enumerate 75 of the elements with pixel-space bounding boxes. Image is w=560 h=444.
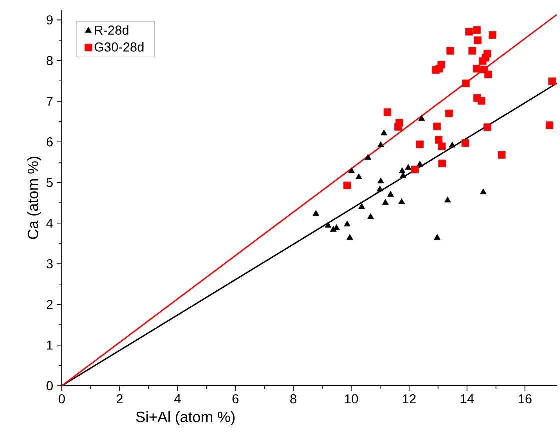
point [473, 26, 481, 34]
y-axis-title: Ca (atom %) [28, 157, 42, 240]
point [416, 140, 424, 148]
point [378, 142, 384, 148]
x-tick-label: 6 [232, 394, 239, 404]
point [358, 203, 366, 210]
point [405, 164, 412, 170]
point [462, 140, 470, 148]
point [484, 124, 492, 132]
point [446, 110, 454, 118]
y-tick-label: 1 [47, 340, 53, 350]
point [438, 160, 446, 168]
point [548, 78, 556, 86]
point [480, 188, 487, 195]
point [488, 31, 497, 39]
point [498, 151, 506, 159]
point [480, 66, 488, 74]
point [378, 178, 384, 184]
point [473, 65, 481, 73]
y-tick-label: 6 [46, 138, 53, 147]
point [344, 182, 352, 190]
point [376, 186, 384, 192]
point [446, 47, 454, 55]
x-tick-label: 14 [461, 394, 474, 404]
point [444, 196, 452, 203]
point [384, 108, 392, 116]
point [346, 234, 354, 240]
y-tick-label: 0 [46, 381, 53, 391]
point [418, 115, 426, 121]
y-tick-label: 8 [46, 56, 53, 66]
point [434, 234, 441, 240]
point [478, 97, 486, 105]
x-tick-label: 0 [58, 394, 66, 404]
point [435, 136, 443, 144]
point [325, 222, 332, 228]
point [474, 36, 482, 44]
point [382, 199, 389, 206]
point [388, 191, 394, 197]
point [400, 172, 407, 178]
point [399, 168, 406, 174]
y-tick-label: 9 [46, 16, 53, 25]
point [482, 54, 490, 62]
y-tick-label: 2 [46, 300, 53, 310]
legend-label: R-28d [95, 25, 129, 35]
point [546, 122, 554, 130]
point [449, 142, 456, 148]
point [380, 130, 388, 136]
y-tick-label: 3 [46, 259, 53, 269]
point [416, 161, 424, 167]
point [436, 65, 444, 73]
y-tick-label: 5 [46, 178, 53, 188]
point [433, 122, 441, 130]
point [411, 166, 419, 174]
point [364, 154, 372, 160]
x-tick-label: 8 [290, 394, 297, 404]
legend-label: G30-28d [94, 42, 144, 52]
x-tick-label: 12 [403, 394, 416, 404]
x-axis-title: Si+Al (atom %) [136, 411, 235, 426]
point [466, 28, 474, 36]
point [398, 198, 406, 204]
point [344, 220, 351, 227]
y-tick-label: 4 [46, 218, 54, 228]
y-tick-label: 7 [46, 97, 53, 106]
point [462, 80, 470, 88]
point [348, 168, 356, 174]
point [468, 47, 476, 55]
x-tick-label: 2 [116, 394, 123, 404]
x-tick-label: 4 [174, 394, 182, 404]
point [368, 214, 374, 220]
point [394, 123, 402, 131]
x-tick-label: 16 [518, 394, 532, 404]
point [356, 174, 362, 180]
x-tick-label: 10 [345, 394, 358, 404]
point [312, 210, 320, 216]
point [438, 142, 446, 150]
